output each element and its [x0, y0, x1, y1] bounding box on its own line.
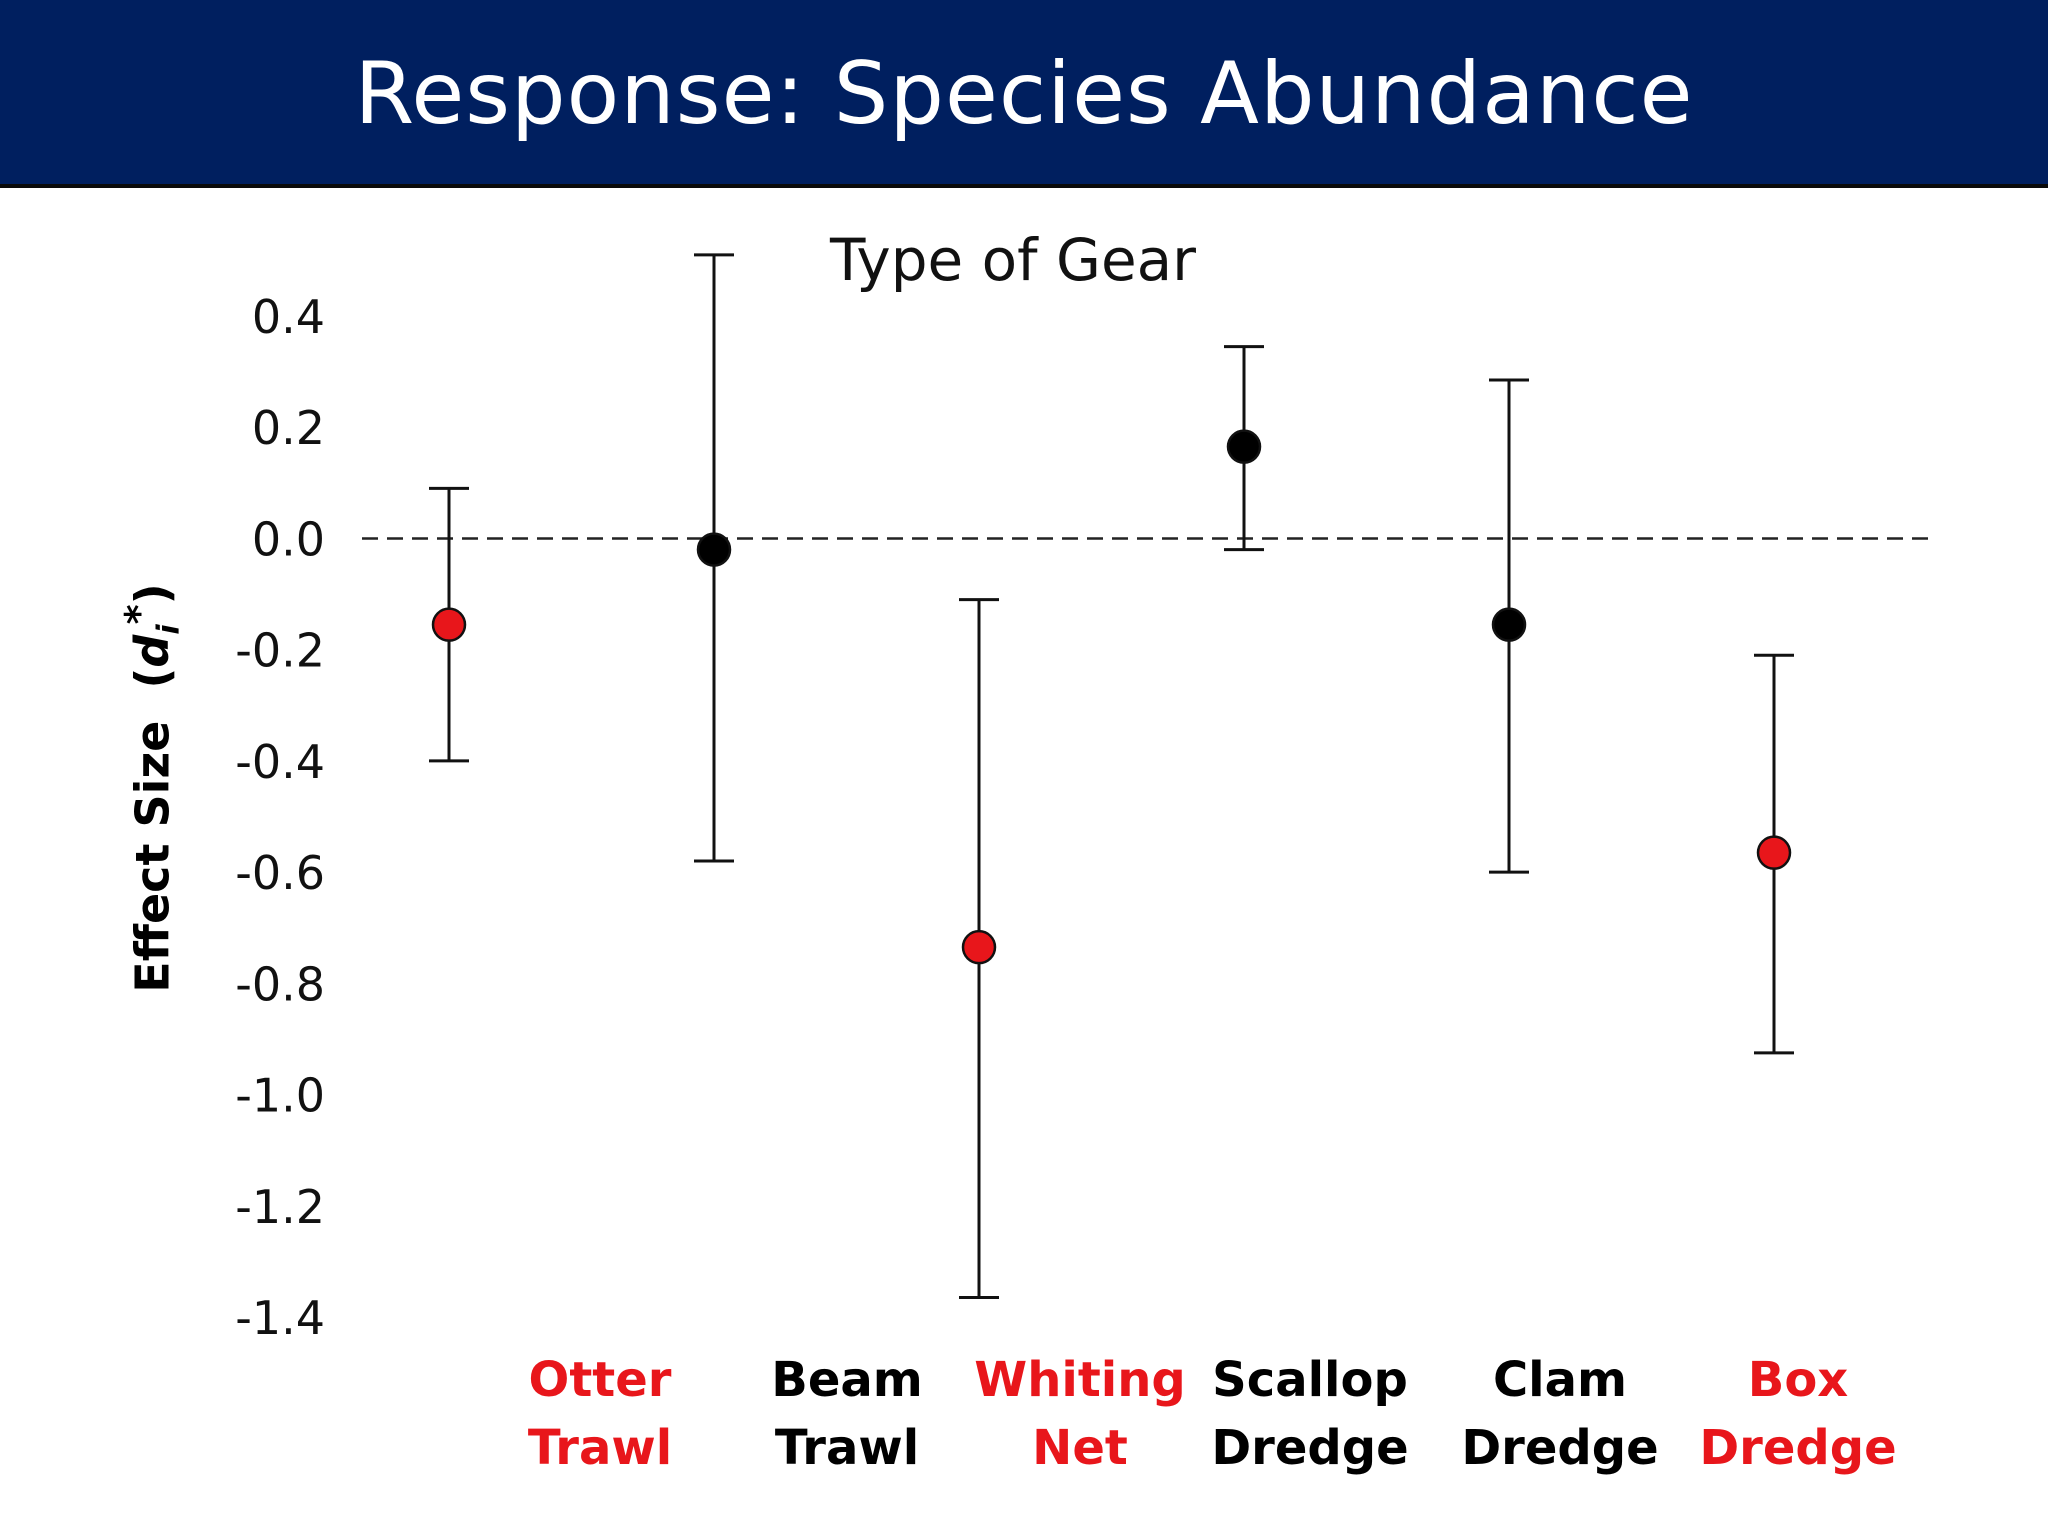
x-category-label: Whiting Net — [974, 1346, 1186, 1482]
y-tick-label: -0.2 — [235, 624, 325, 678]
x-category-label: Box Dredge — [1699, 1346, 1896, 1482]
data-point — [961, 929, 997, 965]
x-category-label-line2: Dredge — [1461, 1420, 1659, 1476]
x-category-label-line1: Box — [1747, 1352, 1849, 1408]
x-category-label-line2: Trawl — [527, 1420, 673, 1476]
data-point — [1491, 607, 1527, 642]
x-category-label-line1: Otter — [528, 1352, 672, 1408]
x-category-label-line2: Trawl — [774, 1420, 920, 1476]
slide-title: Response: Species Abundance — [354, 44, 1694, 144]
slide-title-banner: Response: Species Abundance — [0, 0, 2048, 188]
y-tick-label: -0.6 — [235, 846, 325, 900]
y-tick-label: -1.4 — [235, 1291, 325, 1345]
y-tick-label: 0.0 — [252, 512, 325, 566]
x-category-label: Beam Trawl — [771, 1346, 923, 1482]
data-point — [431, 607, 467, 642]
chart-title: Type of Gear — [830, 226, 1197, 294]
y-tick-label: -1.0 — [235, 1069, 325, 1123]
x-category-label-line1: Scallop — [1212, 1352, 1408, 1408]
x-category-label-line1: Clam — [1492, 1352, 1628, 1408]
x-category-label-line1: Beam — [771, 1352, 923, 1408]
x-category-label-line2: Dredge — [1211, 1420, 1409, 1476]
data-point — [1756, 835, 1792, 870]
x-category-label-line1: Whiting — [974, 1352, 1186, 1408]
y-tick-label: 0.2 — [252, 401, 325, 455]
x-category-label: Otter Trawl — [528, 1346, 672, 1482]
x-category-label: Clam Dredge — [1461, 1346, 1658, 1482]
y-tick-label: -1.2 — [235, 1180, 325, 1234]
x-category-label-line2: Net — [1032, 1420, 1128, 1476]
data-point — [696, 532, 732, 567]
x-category-label-line2: Dredge — [1699, 1420, 1897, 1476]
y-tick-label: -0.8 — [235, 957, 325, 1011]
x-category-label: Scallop Dredge — [1211, 1346, 1408, 1482]
y-tick-label: 0.4 — [252, 290, 325, 344]
y-tick-label: -0.4 — [235, 735, 325, 789]
data-point — [1226, 429, 1262, 464]
